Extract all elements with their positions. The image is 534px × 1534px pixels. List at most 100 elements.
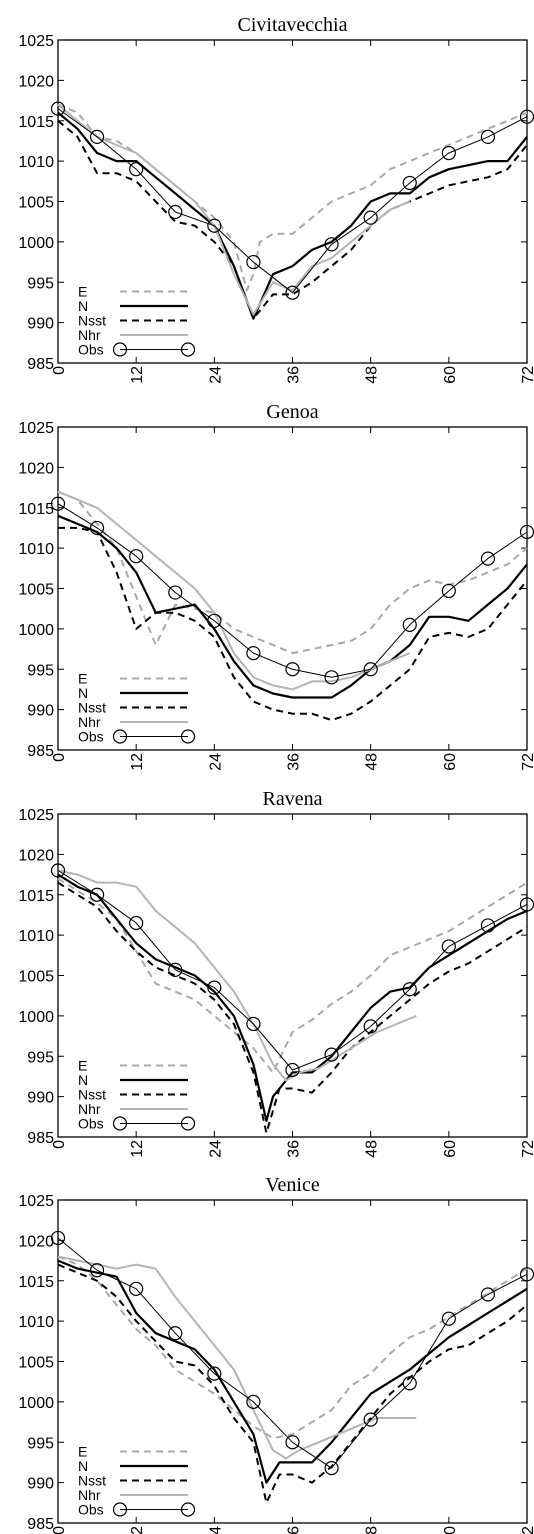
y-tick-label: 1025 [18,1193,54,1210]
obs-point [285,1435,300,1450]
legend-label: Nhr [78,714,101,730]
x-tick-label: 72 [520,753,534,771]
series-line-Nsst [57,120,528,320]
obs-point [324,1047,339,1062]
y-tick-label: 1015 [18,888,54,905]
obs-point [402,175,417,191]
y-tick-label: 1020 [18,1233,54,1250]
legend-marker [112,1116,128,1131]
obs-point [285,662,300,677]
obs-point [441,583,456,599]
obs-point [402,982,417,997]
obs-point [50,101,66,116]
y-tick-label: 985 [27,356,54,373]
series-line-Nhr [57,103,411,316]
obs-point [480,129,496,144]
chart-title: Genoa [266,401,318,423]
x-tick-label: 12 [129,1140,146,1158]
obs-point [207,218,222,233]
y-tick-label: 1000 [18,622,54,639]
chart-title: Ravena [263,788,323,810]
chart-panel-0: Civitavecchia 985 990 995 1000 1005 1010 1015 10… [18,14,534,384]
y-tick-label: 995 [27,275,54,292]
legend-label: Obs [78,1502,104,1518]
legend-label: Obs [78,1116,104,1132]
obs-point [50,1230,66,1246]
obs-point [285,285,300,300]
y-tick-label: 1015 [18,1274,54,1291]
x-tick-label: 72 [520,1140,534,1158]
x-tick-label: 48 [364,1140,381,1158]
obs-point [168,204,183,220]
y-tick-label: 1010 [18,928,54,945]
x-tick-label: 24 [207,1526,224,1534]
chart-panel-1: Genoa 985 990 995 1000 1005 1010 1015 1020 1025 0 1… [18,401,534,771]
x-tick-label: 48 [364,1526,381,1534]
legend-label: N [78,1458,88,1474]
legend-label: N [78,298,88,314]
series-line-N [57,514,528,699]
legend-label: E [78,1444,87,1460]
obs-point [207,980,222,995]
obs-point [246,1016,261,1032]
y-tick-label: 1020 [18,847,54,864]
obs-point [168,585,183,600]
y-tick-label: 995 [27,1049,54,1066]
obs-point [89,1263,105,1278]
obs-point [129,162,144,177]
obs-point [89,887,105,902]
x-tick-label: 60 [442,1526,459,1534]
obs-point [129,915,144,931]
x-tick-label: 72 [520,366,534,384]
y-tick-label: 1000 [18,1395,54,1412]
legend-marker [180,342,196,357]
y-tick-label: 985 [27,743,54,760]
x-tick-label: 72 [520,1526,534,1534]
obs-point [129,1281,144,1296]
obs-point [129,549,144,564]
plot-frame [57,426,528,751]
series-line-Nsst [57,881,528,1134]
obs-point [363,210,378,225]
legend-label: Nhr [78,327,101,343]
series-line-E [57,490,528,655]
legend-label: E [78,671,87,687]
obs-point [207,1366,222,1381]
x-tick-label: 0 [51,366,68,375]
obs-point [402,617,417,632]
obs-point [207,613,222,628]
series-line-Nhr [57,1255,417,1460]
obs-point [168,962,183,977]
chart-panel-3: Venice 985 990 995 1000 1005 1010 1015 1020 1025 0… [18,1174,534,1534]
series-line-E [57,877,528,1074]
obs-point [168,1326,183,1341]
obs-point [480,551,496,566]
x-tick-label: 60 [442,1140,459,1158]
obs-point [246,645,261,661]
y-tick-label: 1025 [18,807,54,824]
x-tick-label: 36 [286,366,303,384]
obs-point [246,254,261,270]
legend-label: N [78,685,88,701]
y-tick-label: 990 [27,1476,54,1493]
x-tick-label: 48 [364,753,381,771]
obs-point [89,129,105,144]
legend-label: Nsst [78,700,106,716]
x-tick-label: 36 [286,1526,303,1534]
y-tick-label: 1005 [18,1355,54,1372]
x-tick-label: 0 [51,1526,68,1534]
series-line-Nhr [57,869,417,1082]
legend-label: Nhr [78,1101,101,1117]
x-tick-label: 0 [51,1140,68,1149]
y-tick-label: 1025 [18,33,54,50]
x-tick-label: 24 [207,753,224,771]
obs-point [324,237,339,252]
legend-label: Obs [78,729,104,745]
y-tick-label: 1015 [18,114,54,131]
obs-point [441,1311,456,1326]
obs-point [324,1460,339,1476]
legend-label: Obs [78,342,104,358]
y-tick-label: 1020 [18,460,54,477]
series-line-N [57,873,528,1122]
